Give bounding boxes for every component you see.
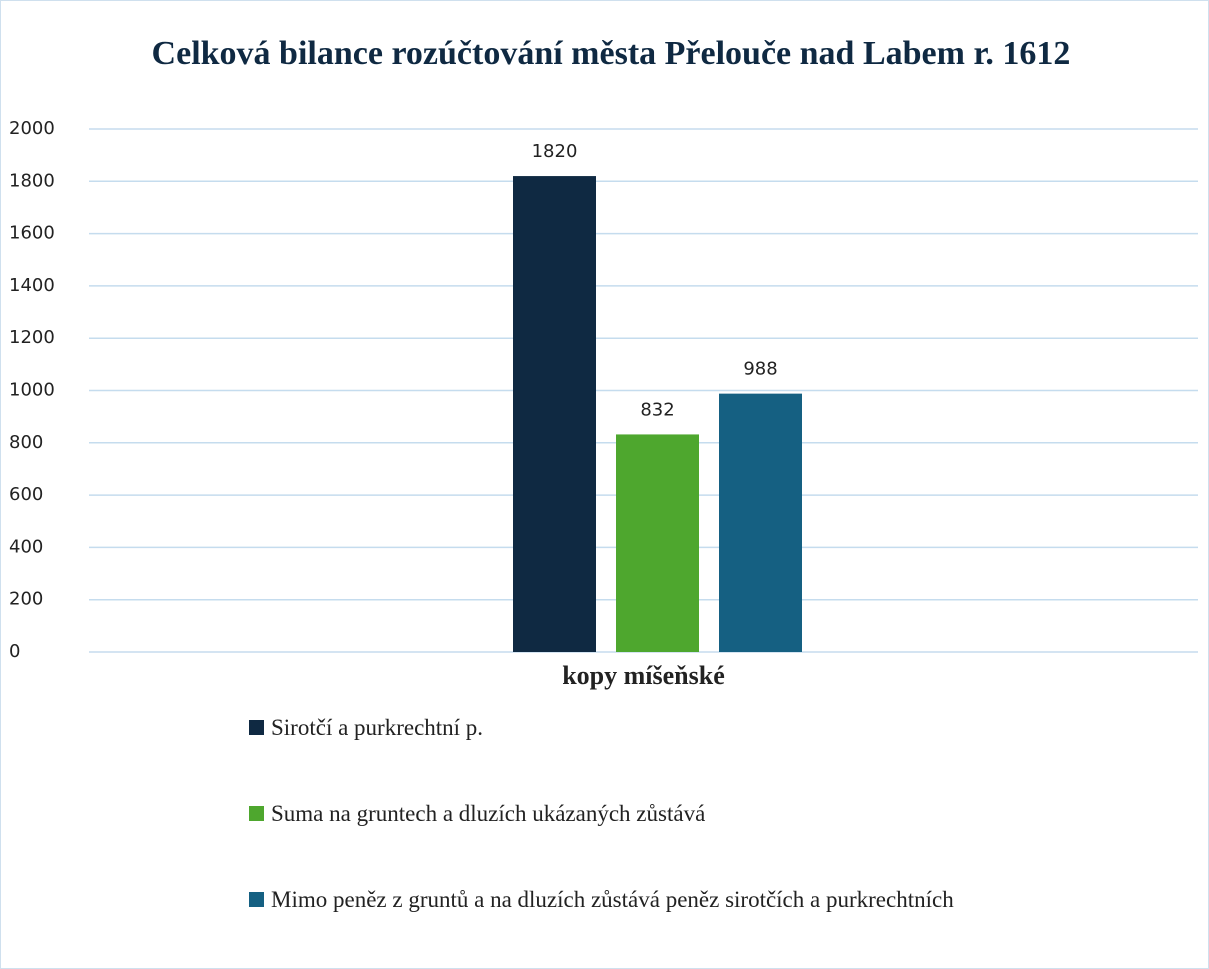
legend-entry: Suma na gruntech a dluzích ukázaných zůs… <box>249 799 969 885</box>
y-tick-label: 800 <box>9 432 43 453</box>
legend-label: Sirotčí a purkrechtní p. <box>271 715 484 740</box>
y-tick-label: 1200 <box>9 327 55 348</box>
data-label: 1820 <box>532 141 578 162</box>
bar <box>616 434 699 652</box>
data-label: 988 <box>743 359 777 380</box>
legend-swatch <box>249 892 264 907</box>
legend-entry: Mimo peněz z gruntů a na dluzích zůstává… <box>249 885 969 968</box>
y-tick-label: 200 <box>9 589 43 610</box>
y-tick-label: 1800 <box>9 170 55 191</box>
legend-label: Suma na gruntech a dluzích ukázaných zůs… <box>271 801 706 826</box>
legend-entry: Sirotčí a purkrechtní p. <box>249 713 969 799</box>
legend-label: Mimo peněz z gruntů a na dluzích zůstává… <box>271 887 954 912</box>
y-tick-label: 2000 <box>9 118 55 139</box>
legend-swatch <box>249 806 264 821</box>
data-label: 832 <box>640 399 674 420</box>
bar <box>719 393 802 652</box>
chart-title: Celková bilance rozúčtování města Přelou… <box>151 35 1071 72</box>
y-tick-label: 1600 <box>9 223 55 244</box>
y-tick-label: 400 <box>9 536 43 557</box>
y-tick-label: 0 <box>9 641 20 662</box>
bar <box>513 176 596 652</box>
y-tick-label: 600 <box>9 484 43 505</box>
y-tick-label: 1000 <box>9 380 55 401</box>
x-tick-label: kopy míšeňské <box>562 661 725 690</box>
y-tick-label: 1400 <box>9 275 55 296</box>
legend-swatch <box>249 720 264 735</box>
legend: Sirotčí a purkrechtní p. Suma na gruntech… <box>249 713 969 968</box>
